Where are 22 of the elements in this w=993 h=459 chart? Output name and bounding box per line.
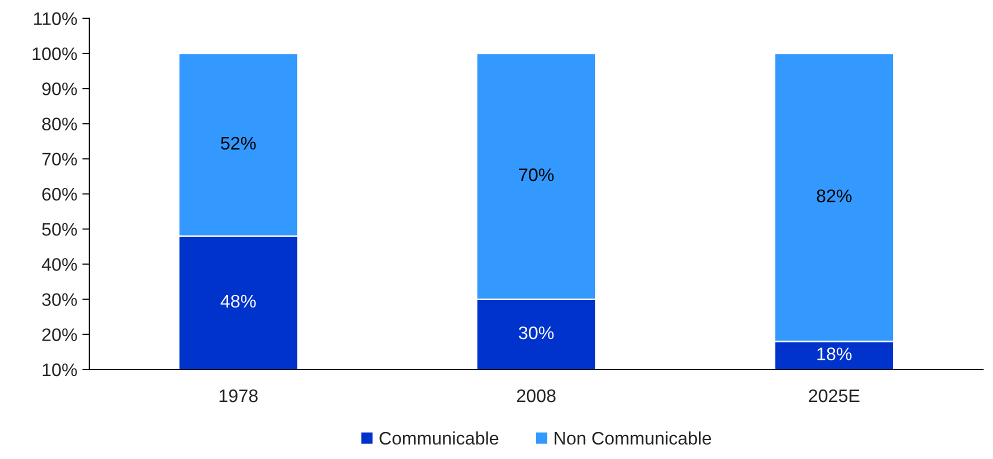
data-label: 82%	[816, 190, 852, 202]
legend-label: Communicable	[380, 431, 498, 445]
legend-label: Non Communicable	[554, 431, 712, 445]
data-label: 52%	[220, 136, 256, 150]
x-tick-label: 2008	[517, 389, 556, 402]
y-tick-label: 70%	[42, 152, 77, 166]
y-tick-label: 90%	[42, 82, 77, 96]
y-tick-label: 10%	[42, 363, 77, 376]
x-tick-label: 1978	[220, 389, 258, 402]
y-tick-label: 80%	[42, 118, 77, 130]
y-tick-label: 110%	[34, 12, 77, 26]
y-tick-label: 50%	[42, 222, 77, 236]
data-label: 70%	[519, 168, 554, 182]
data-label: 48%	[220, 294, 256, 308]
data-label: 30%	[518, 326, 554, 340]
x-tick-label: 2025E	[808, 389, 860, 402]
y-tick-label: 60%	[42, 188, 77, 201]
y-tick-label: 40%	[42, 258, 77, 271]
data-label: 18%	[817, 348, 852, 360]
y-tick-label: 30%	[42, 293, 77, 306]
y-tick-label: 100%	[32, 47, 77, 60]
y-tick-label: 20%	[42, 328, 77, 342]
